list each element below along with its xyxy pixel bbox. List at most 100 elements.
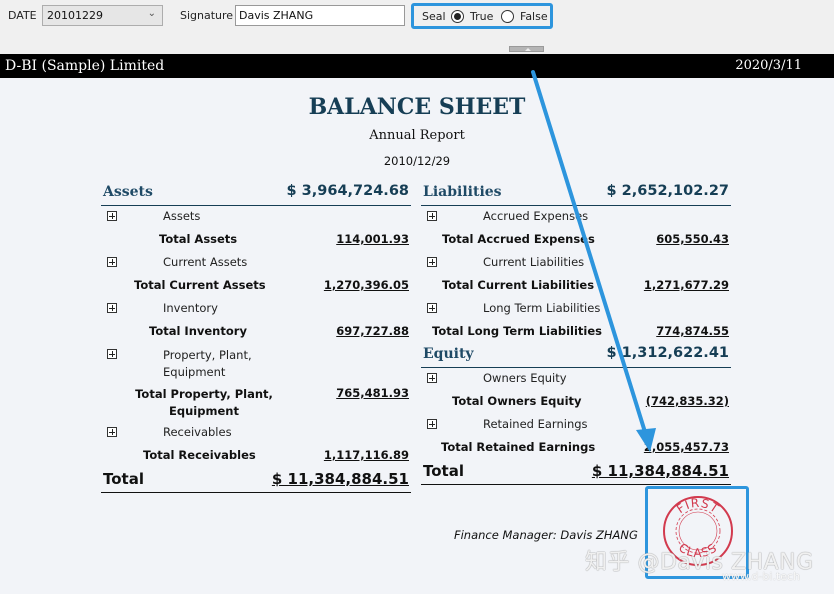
total-label: Total Inventory: [149, 324, 247, 338]
finance-manager-signature: Finance Manager: Davis ZHANG: [454, 528, 638, 542]
signature-label: Signature: [180, 9, 234, 22]
group-row: Current Assets: [101, 252, 411, 275]
total-value: 774,874.55: [656, 324, 729, 338]
group-name: Current Assets: [163, 255, 248, 269]
total-value: 605,550.43: [656, 232, 729, 246]
balance-sheet-report: BALANCE SHEET Annual Report 2010/12/29 A…: [0, 78, 834, 594]
total-value: 114,001.93: [336, 232, 409, 246]
total-row: Total Inventory 697,727.88: [101, 321, 411, 344]
total-label: Total Retained Earnings: [441, 440, 596, 454]
company-name: D-BI (Sample) Limited: [5, 58, 165, 74]
expand-icon[interactable]: [427, 303, 437, 313]
report-title: BALANCE SHEET: [308, 94, 526, 120]
expand-icon[interactable]: [427, 373, 437, 383]
watermark-text: 知乎 @Davis ZHANG: [585, 550, 814, 575]
group-name: Receivables: [163, 425, 232, 439]
seal-true-label[interactable]: True: [470, 10, 494, 23]
seal-label: Seal: [422, 10, 446, 23]
group-name: Owners Equity: [483, 371, 567, 385]
group-row: Accrued Expenses: [421, 206, 731, 229]
total-label: Total Current Liabilities: [442, 278, 595, 292]
total-row: Total Retained Earnings 2,055,457.73: [421, 437, 731, 460]
group-row: Retained Earnings: [421, 414, 731, 437]
watermark-url: www.d-bi.tech: [722, 570, 801, 583]
svg-text:FIRST: FIRST: [674, 496, 722, 516]
assets-column: Assets $ 3,964,724.68 Assets Total Asset…: [101, 182, 411, 493]
total-label: Total Current Assets: [134, 278, 266, 292]
total-row: Total Receivables 1,117,116.89: [101, 445, 411, 468]
first-class-stamp-icon: FIRST CLASS: [663, 496, 733, 566]
svg-text:CLASS: CLASS: [676, 540, 720, 560]
total-label: Total Accrued Expenses: [442, 232, 595, 246]
chevron-down-icon: ⌄: [147, 8, 156, 19]
liabilities-header: Liabilities $ 2,652,102.27: [421, 182, 731, 206]
liabilities-value: $ 2,652,102.27: [606, 183, 729, 199]
total-row: Total Owners Equity (742,835.32): [421, 391, 731, 414]
expand-icon[interactable]: [427, 257, 437, 267]
equity-value: $ 1,312,622.41: [606, 345, 729, 361]
group-name: Current Liabilities: [483, 255, 585, 269]
expand-icon[interactable]: [427, 211, 437, 221]
assets-title: Assets: [103, 184, 153, 200]
equity-header: Equity $ 1,312,622.41: [421, 344, 731, 368]
report-subtitle: Annual Report: [369, 128, 465, 143]
liabilities-title: Liabilities: [423, 184, 502, 200]
group-row: Long Term Liabilities: [421, 298, 731, 321]
total-value: 1,271,677.29: [643, 278, 729, 292]
signature-input[interactable]: [235, 5, 405, 26]
equity-title: Equity: [423, 346, 474, 362]
total-row: Total Long Term Liabilities 774,874.55: [421, 321, 731, 344]
total-row: Total Accrued Expenses 605,550.43: [421, 229, 731, 252]
group-row: Inventory: [101, 298, 411, 321]
seal-false-label[interactable]: False: [520, 10, 548, 23]
expand-icon[interactable]: [107, 211, 117, 221]
header-date: 2020/3/11: [735, 58, 802, 73]
report-header-bar: D-BI (Sample) Limited 2020/3/11: [0, 54, 834, 78]
seal-false-radio[interactable]: [501, 10, 514, 23]
assets-header: Assets $ 3,964,724.68: [101, 182, 411, 206]
group-name: Assets: [163, 209, 201, 223]
group-row: Owners Equity: [421, 368, 731, 391]
parameter-toolbar: DATE 20101229 ⌄ Signature Seal True Fals…: [0, 0, 834, 52]
total-value: 765,481.93: [336, 386, 409, 400]
group-row: Current Liabilities: [421, 252, 731, 275]
collapse-panel-handle[interactable]: [509, 46, 544, 52]
group-name: Accrued Expenses: [483, 209, 589, 223]
liabilities-equity-column: Liabilities $ 2,652,102.27 Accrued Expen…: [421, 182, 731, 485]
seal-radio-group: Seal True False: [411, 3, 553, 29]
group-name: Long Term Liabilities: [483, 301, 601, 315]
expand-icon[interactable]: [107, 257, 117, 267]
grand-total-label: Total: [423, 462, 464, 480]
total-value: 697,727.88: [336, 324, 409, 338]
total-label: Total Long Term Liabilities: [432, 324, 603, 338]
group-row: Property, Plant, Equipment: [101, 344, 411, 383]
date-value: 20101229: [47, 9, 103, 22]
expand-icon[interactable]: [427, 419, 437, 429]
group-row: Receivables: [101, 422, 411, 445]
group-name: Retained Earnings: [483, 417, 588, 431]
expand-icon[interactable]: [107, 303, 117, 313]
total-row: Total Current Liabilities 1,271,677.29: [421, 275, 731, 298]
total-row: Total Property, Plant, Equipment 765,481.…: [101, 383, 411, 422]
total-value: 1,270,396.05: [323, 278, 409, 292]
seal-true-radio[interactable]: [451, 10, 464, 23]
date-dropdown[interactable]: 20101229 ⌄: [42, 5, 163, 26]
total-value: (742,835.32): [645, 394, 729, 408]
total-value: 2,055,457.73: [643, 440, 729, 454]
assets-value: $ 3,964,724.68: [286, 183, 409, 199]
group-name: Property, Plant, Equipment: [163, 348, 252, 379]
total-row: Total Current Assets 1,270,396.05: [101, 275, 411, 298]
total-label: Total Assets: [159, 232, 238, 246]
group-row: Assets: [101, 206, 411, 229]
report-date: 2010/12/29: [383, 154, 451, 168]
seal-highlight-box: FIRST CLASS: [645, 486, 749, 579]
grand-total-value: $ 11,384,884.51: [271, 470, 409, 488]
assets-grand-total: Total $ 11,384,884.51: [101, 468, 411, 493]
date-label: DATE: [8, 9, 37, 22]
grand-total-label: Total: [103, 470, 144, 488]
liabilities-equity-grand-total: Total $ 11,384,884.51: [421, 460, 731, 485]
group-name: Inventory: [163, 301, 218, 315]
expand-icon[interactable]: [107, 427, 117, 437]
total-value: 1,117,116.89: [323, 448, 409, 462]
expand-icon[interactable]: [107, 349, 117, 359]
